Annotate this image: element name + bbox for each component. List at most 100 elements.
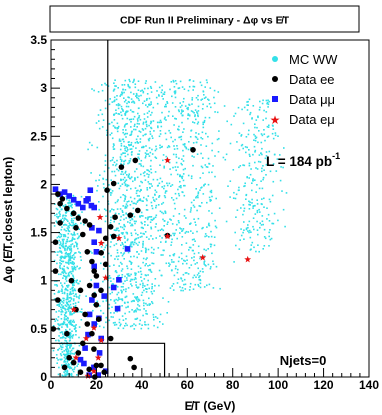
mc-ww-point	[139, 198, 142, 200]
mc-ww-point	[134, 170, 136, 173]
mc-ww-point	[139, 190, 141, 193]
mc-ww-point	[67, 236, 69, 239]
data-ee-point	[107, 335, 114, 342]
mc-ww-point	[123, 84, 126, 86]
mc-ww-point	[145, 258, 147, 261]
mc-ww-point	[65, 240, 68, 243]
mc-ww-point	[66, 323, 69, 326]
mc-ww-point	[63, 275, 66, 277]
mc-ww-point	[177, 268, 179, 271]
mc-ww-point	[282, 208, 285, 211]
mc-ww-point	[189, 246, 192, 249]
mc-ww-point	[109, 221, 112, 224]
mc-ww-point	[163, 167, 165, 169]
mc-ww-point	[252, 153, 254, 156]
mc-ww-point	[142, 232, 144, 235]
mc-ww-point	[107, 85, 110, 87]
mc-ww-point	[91, 88, 93, 90]
mc-ww-point	[148, 147, 151, 149]
mc-ww-point	[137, 300, 139, 303]
mc-ww-point	[254, 151, 256, 153]
mc-ww-point	[269, 200, 272, 203]
mc-ww-point	[56, 304, 58, 306]
mc-ww-point	[190, 177, 193, 180]
mc-ww-point	[254, 161, 256, 164]
mc-ww-point	[263, 169, 265, 171]
mc-ww-point	[73, 238, 76, 240]
mc-ww-point	[158, 195, 161, 197]
mc-ww-point	[133, 102, 136, 104]
mc-ww-point	[121, 291, 123, 294]
mc-ww-point	[147, 169, 149, 172]
mc-ww-point	[107, 307, 110, 310]
mc-ww-point	[123, 160, 125, 163]
mc-ww-point	[54, 214, 56, 217]
mc-ww-point	[174, 106, 177, 108]
mc-ww-point	[79, 256, 82, 258]
mc-ww-point	[181, 175, 184, 178]
mc-ww-point	[70, 313, 73, 316]
mc-ww-point	[176, 223, 178, 226]
mc-ww-point	[143, 87, 146, 90]
mc-ww-point	[135, 284, 137, 286]
mc-ww-point	[56, 319, 59, 322]
mc-ww-point	[116, 286, 119, 288]
mc-ww-point	[71, 337, 74, 339]
y-axis-title: Δφ (E̸T,closest lepton)	[1, 157, 15, 284]
mc-ww-point	[59, 256, 62, 258]
mc-ww-point	[66, 262, 69, 264]
mc-ww-point	[81, 311, 83, 313]
mc-ww-point	[197, 196, 199, 199]
mc-ww-point	[67, 256, 70, 258]
mc-ww-point	[112, 146, 115, 148]
mc-ww-point	[130, 300, 133, 303]
mc-ww-point	[173, 148, 176, 150]
mc-ww-point	[204, 164, 207, 166]
mc-ww-point	[130, 134, 132, 136]
mc-ww-point	[59, 302, 61, 304]
mc-ww-point	[267, 106, 269, 108]
mc-ww-point	[205, 249, 207, 252]
mc-ww-point	[55, 220, 58, 223]
mc-ww-point	[59, 251, 62, 253]
mc-ww-point	[118, 298, 120, 301]
mc-ww-point	[188, 85, 191, 88]
mc-ww-point	[142, 102, 144, 105]
mc-ww-point	[123, 163, 125, 165]
mc-ww-point	[276, 158, 279, 160]
mc-ww-point	[190, 209, 192, 211]
mc-ww-point	[191, 155, 193, 157]
mc-ww-point	[61, 364, 63, 366]
mc-ww-point	[64, 357, 67, 360]
mc-ww-point	[249, 173, 252, 176]
mc-ww-point	[159, 119, 162, 122]
mc-ww-point	[72, 370, 75, 373]
mc-ww-point	[62, 335, 64, 338]
mc-ww-point	[63, 356, 66, 359]
mc-ww-point	[166, 102, 169, 104]
mc-ww-point	[191, 249, 194, 252]
mc-ww-point	[56, 357, 58, 359]
mc-ww-point	[64, 248, 66, 250]
mc-ww-point	[171, 285, 173, 287]
mc-ww-point	[263, 245, 266, 247]
mc-ww-point	[69, 259, 72, 262]
mc-ww-point	[122, 282, 125, 285]
mc-ww-point	[176, 237, 178, 240]
mc-ww-point	[140, 94, 142, 97]
mc-ww-point	[171, 184, 174, 186]
mc-ww-point	[119, 226, 122, 228]
mc-ww-point	[119, 158, 122, 160]
mc-ww-point	[164, 212, 167, 214]
mc-ww-point	[236, 209, 239, 211]
mc-ww-point	[129, 80, 131, 83]
mc-ww-point	[155, 223, 157, 225]
mc-ww-point	[175, 156, 178, 158]
mc-ww-point	[146, 257, 148, 259]
mc-ww-point	[62, 353, 65, 356]
mc-ww-point	[182, 143, 185, 146]
mc-ww-point	[179, 102, 181, 104]
mc-ww-point	[64, 307, 66, 310]
mc-ww-point	[60, 346, 63, 348]
mc-ww-point	[59, 206, 61, 208]
